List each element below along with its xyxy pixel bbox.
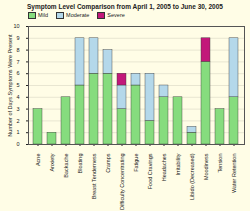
svg-text:0: 0 bbox=[16, 141, 19, 147]
svg-text:Food Cravings: Food Cravings bbox=[147, 153, 153, 189]
svg-text:6: 6 bbox=[16, 70, 19, 76]
svg-text:3: 3 bbox=[16, 106, 19, 112]
svg-text:4: 4 bbox=[16, 94, 19, 100]
svg-text:Headaches: Headaches bbox=[161, 153, 167, 181]
svg-text:Difficulty Concentrating: Difficulty Concentrating bbox=[119, 154, 125, 210]
svg-text:Anxiety: Anxiety bbox=[49, 153, 55, 171]
svg-text:Number of Days Symptoms Were P: Number of Days Symptoms Were Present bbox=[7, 34, 13, 137]
svg-text:Tension: Tension bbox=[217, 154, 223, 173]
svg-text:Libido (Decreased): Libido (Decreased) bbox=[189, 153, 195, 200]
html-text:Symptom Level Comparison from: Symptom Level Comparison from April 1, 2… bbox=[27, 3, 223, 10]
svg-text:9: 9 bbox=[16, 35, 19, 41]
svg-text:1: 1 bbox=[16, 129, 19, 135]
svg-text:2: 2 bbox=[16, 118, 19, 124]
svg-text:Fatigue: Fatigue bbox=[133, 154, 139, 172]
svg-text:Moodiness: Moodiness bbox=[203, 153, 209, 180]
svg-text:Acne: Acne bbox=[35, 154, 41, 167]
html-text:Severe: Severe bbox=[107, 12, 125, 18]
svg-text:10: 10 bbox=[13, 23, 19, 29]
svg-text:Irritability: Irritability bbox=[175, 153, 181, 175]
svg-text:Water Retention: Water Retention bbox=[231, 154, 237, 194]
html-text:Moderate: Moderate bbox=[66, 12, 90, 18]
svg-text:Bloating: Bloating bbox=[77, 154, 83, 174]
svg-text:7: 7 bbox=[16, 59, 19, 65]
svg-text:5: 5 bbox=[16, 82, 19, 88]
svg-text:Backache: Backache bbox=[63, 154, 69, 178]
svg-text:Cramps: Cramps bbox=[105, 153, 111, 173]
svg-text:8: 8 bbox=[16, 47, 19, 53]
html-text:Mild: Mild bbox=[38, 12, 49, 18]
svg-text:Breast Tenderness: Breast Tenderness bbox=[91, 153, 97, 199]
